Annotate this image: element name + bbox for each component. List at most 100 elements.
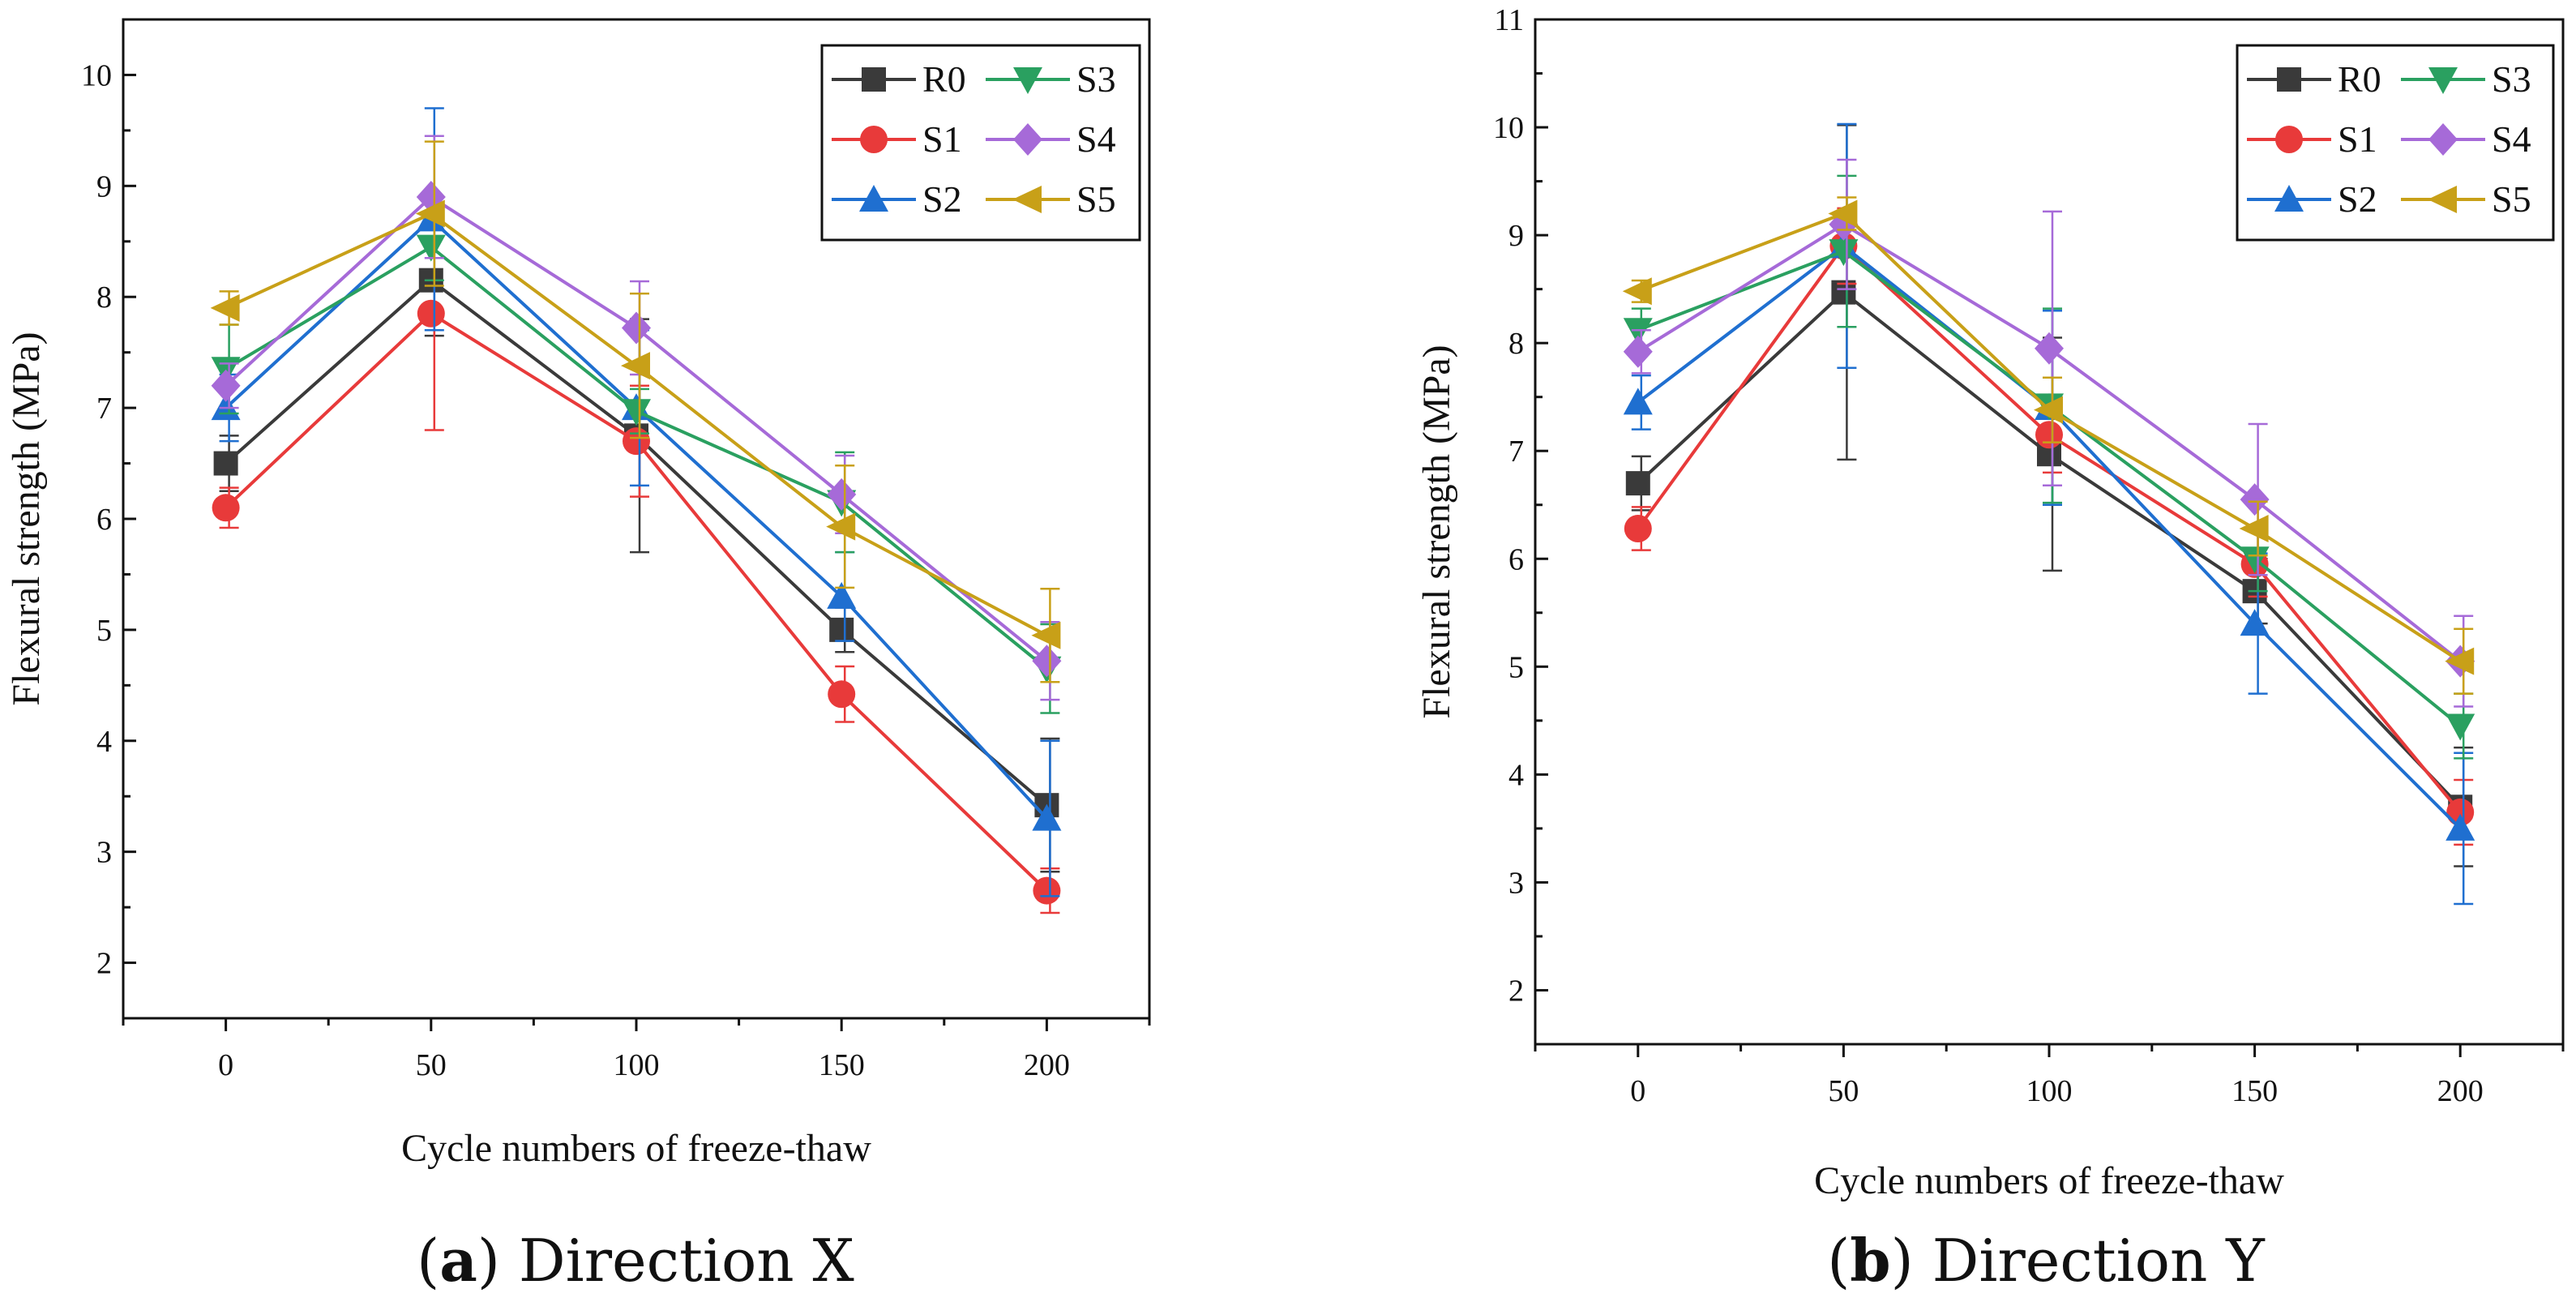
legend-label: S4	[1076, 118, 1116, 160]
data-point	[1623, 388, 1653, 415]
data-point	[1623, 335, 1653, 368]
legend-label: S5	[2492, 178, 2531, 220]
legend-label: S5	[1076, 178, 1116, 220]
y-tick-label: 7	[96, 392, 112, 426]
x-tick-label: 150	[2232, 1074, 2278, 1108]
caption-text: Direction X	[500, 1227, 854, 1295]
x-tick-label: 0	[218, 1048, 233, 1082]
data-point	[213, 451, 238, 476]
chart-direction-y: 2 3 4 5 6 7 8 9 10 11 0 50 100 150 200 Cycle numbers of…	[1415, 3, 2565, 1295]
series-s1	[212, 195, 1061, 914]
legend: R0 S1 S2 S3 S4 S5	[2236, 44, 2555, 242]
data-point	[2035, 421, 2063, 449]
x-tick-label: 100	[614, 1048, 660, 1082]
legend-label: S3	[2492, 58, 2531, 100]
series-s3	[1623, 174, 2475, 760]
data-point	[2445, 647, 2475, 675]
x-tick-label: 150	[819, 1048, 865, 1082]
data-point	[2240, 546, 2270, 574]
caption-close-paren: )	[1891, 1227, 1914, 1295]
legend-label: S1	[2338, 118, 2377, 160]
series-line	[1637, 289, 2462, 808]
data-point	[1623, 318, 1653, 345]
y-tick-label: 10	[81, 58, 112, 92]
legend-entry-s2: S2	[2247, 178, 2377, 220]
data-point	[1032, 645, 1062, 678]
legend-entry-r0: R0	[2247, 58, 2381, 100]
data-point	[1033, 876, 1061, 905]
data-point	[1625, 471, 1650, 496]
data-point	[415, 199, 445, 228]
data-point	[416, 234, 446, 262]
y-tick-label: 2	[1508, 974, 1524, 1008]
legend-entry-s4: S4	[2401, 118, 2531, 160]
legend-label: S4	[2492, 118, 2531, 160]
y-tick-label: 9	[1508, 219, 1524, 253]
x-tick-label: 50	[1828, 1074, 1859, 1108]
legend-marker	[2428, 186, 2457, 213]
series-s3	[211, 212, 1062, 714]
legend-entry-s3: S3	[986, 58, 1116, 100]
y-tick-label: 10	[1493, 111, 1524, 145]
data-point	[211, 369, 241, 402]
data-point	[2445, 713, 2475, 741]
data-point	[2446, 798, 2475, 826]
legend-label: S1	[922, 118, 962, 160]
y-tick-label: 5	[1508, 650, 1524, 684]
caption-close-paren: )	[477, 1227, 500, 1295]
y-tick-label: 2	[96, 947, 112, 981]
y-tick-label: 6	[96, 503, 112, 537]
legend-marker	[2275, 126, 2303, 153]
x-tick-label: 200	[2437, 1074, 2484, 1108]
legend-entry-s4: S4	[986, 118, 1116, 160]
series-s5	[210, 140, 1061, 683]
data-point	[828, 680, 856, 709]
data-point	[2240, 609, 2270, 636]
data-point	[1622, 277, 1652, 306]
series-line	[225, 216, 1048, 820]
legend-label: S2	[2338, 178, 2377, 220]
legend-marker	[1013, 123, 1042, 156]
data-point	[829, 617, 854, 642]
caption-open-paren: (	[417, 1227, 439, 1295]
data-point	[417, 299, 445, 328]
y-tick-label: 7	[1508, 435, 1524, 469]
legend-label: R0	[922, 58, 966, 100]
chart-caption: (b) Direction Y	[1827, 1226, 2266, 1295]
data-point	[1828, 199, 1858, 228]
x-tick-label: 200	[1024, 1048, 1070, 1082]
legend-entry-s5: S5	[2401, 178, 2531, 220]
legend-marker	[2428, 67, 2458, 94]
y-tick-label: 3	[1508, 866, 1524, 900]
y-tick-label: 9	[96, 169, 112, 203]
y-tick-label: 8	[1508, 327, 1524, 361]
caption-text: Direction Y	[1914, 1227, 2266, 1295]
data-point	[826, 512, 856, 541]
y-tick-label: 4	[1508, 758, 1524, 792]
legend-label: S3	[1076, 58, 1116, 100]
series-s1	[1624, 207, 2475, 846]
legend-entry-s1: S1	[2247, 118, 2377, 160]
x-axis-title: Cycle numbers of freeze-thaw	[401, 1127, 871, 1170]
data-point	[2445, 813, 2475, 841]
y-axis-title: Flexural strength (MPa)	[5, 332, 48, 705]
data-point	[1624, 515, 1652, 543]
legend-marker	[859, 185, 888, 212]
x-tick-label: 0	[1630, 1074, 1645, 1108]
caption-letter: b	[1850, 1226, 1890, 1295]
y-tick-label: 4	[96, 725, 112, 759]
legend-entry-s2: S2	[832, 178, 962, 220]
data-point	[1031, 621, 1061, 649]
legend-label: S2	[922, 178, 962, 220]
legend-label: R0	[2338, 58, 2381, 100]
data-point	[2034, 396, 2063, 424]
legend-marker	[2274, 185, 2304, 212]
data-point	[1829, 239, 1859, 267]
chart-caption: (a) Direction X	[417, 1226, 854, 1295]
legend-marker	[862, 67, 886, 92]
y-tick-label: 6	[1508, 542, 1524, 576]
legend-entry-s5: S5	[986, 178, 1116, 220]
data-point	[621, 352, 650, 380]
data-point	[827, 581, 857, 609]
